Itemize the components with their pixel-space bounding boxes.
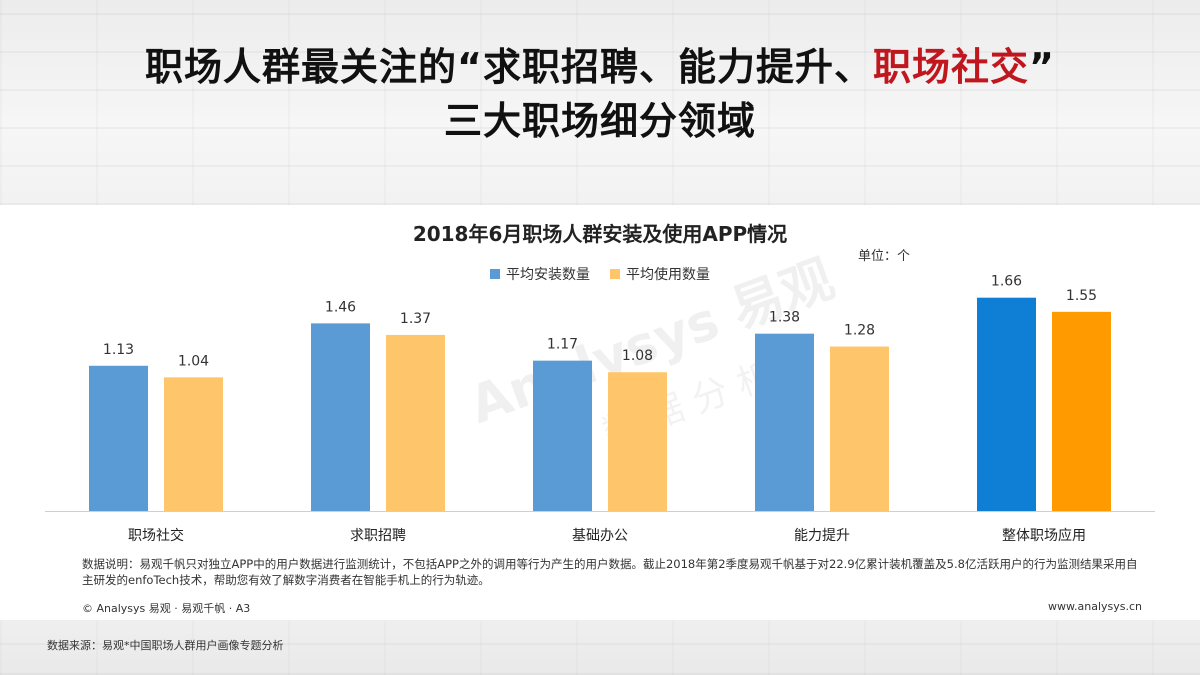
value-label-use-1: 1.37	[400, 311, 431, 327]
bar-install-4	[977, 297, 1036, 511]
legend-item-use: 平均使用数量	[610, 264, 710, 284]
value-label-install-4: 1.66	[991, 274, 1022, 290]
bar-use-0	[164, 377, 223, 511]
headline-line-2: 三大职场细分领域	[443, 99, 756, 143]
legend-label-install: 平均安装数量	[506, 267, 590, 283]
bar-install-2	[533, 360, 592, 511]
bar-install-3	[755, 333, 814, 511]
bar-use-4	[1052, 311, 1111, 511]
data-source: 数据来源：易观*中国职场人群用户画像专题分析	[47, 639, 284, 652]
headline-text-b: ”	[1029, 45, 1055, 89]
value-label-install-2: 1.17	[547, 337, 578, 353]
value-label-use-0: 1.04	[178, 353, 209, 369]
headline-line-1: 职场人群最关注的“求职招聘、能力提升、职场社交”	[0, 40, 1200, 94]
value-label-install-1: 1.46	[325, 299, 356, 315]
data-note: 数据说明：易观千帆只对独立APP中的用户数据进行监测统计，不包括APP之外的调用…	[82, 557, 1138, 587]
bar-install-0	[89, 365, 148, 511]
bar-install-1	[311, 323, 370, 511]
value-label-use-4: 1.55	[1066, 288, 1097, 304]
chart-card	[45, 205, 1155, 620]
header-background	[0, 0, 1200, 205]
category-label-1: 求职招聘	[350, 528, 406, 544]
legend-swatch-use	[610, 269, 620, 279]
legend-item-install: 平均安装数量	[490, 264, 590, 284]
bar-use-2	[608, 372, 667, 511]
bar-use-3	[830, 346, 889, 511]
legend-swatch-install	[490, 269, 500, 279]
value-label-use-2: 1.08	[622, 348, 653, 364]
category-label-0: 职场社交	[128, 527, 184, 544]
page-headline: 职场人群最关注的“求职招聘、能力提升、职场社交” 三大职场细分领域	[0, 40, 1200, 148]
category-label-2: 基础办公	[572, 527, 628, 544]
value-label-use-3: 1.28	[844, 323, 875, 339]
headline-highlight: 职场社交	[872, 45, 1029, 89]
headline-text-a: 职场人群最关注的“求职招聘、能力提升、	[145, 45, 873, 89]
value-label-install-3: 1.38	[769, 310, 800, 326]
footer-website: www.analysys.cn	[1048, 600, 1142, 613]
chart-legend: 平均安装数量 平均使用数量	[490, 264, 710, 284]
footer-background	[0, 620, 1200, 675]
bar-use-1	[386, 334, 445, 511]
unit-label: 单位：个	[858, 249, 911, 264]
category-label-4: 整体职场应用	[1002, 527, 1086, 544]
value-label-install-0: 1.13	[103, 342, 134, 358]
chart-title: 2018年6月职场人群安装及使用APP情况	[412, 222, 788, 246]
legend-label-use: 平均使用数量	[626, 267, 710, 283]
footer-copyright: © Analysys 易观 · 易观千帆 · A3	[82, 602, 251, 615]
category-label-3: 能力提升	[794, 528, 850, 544]
